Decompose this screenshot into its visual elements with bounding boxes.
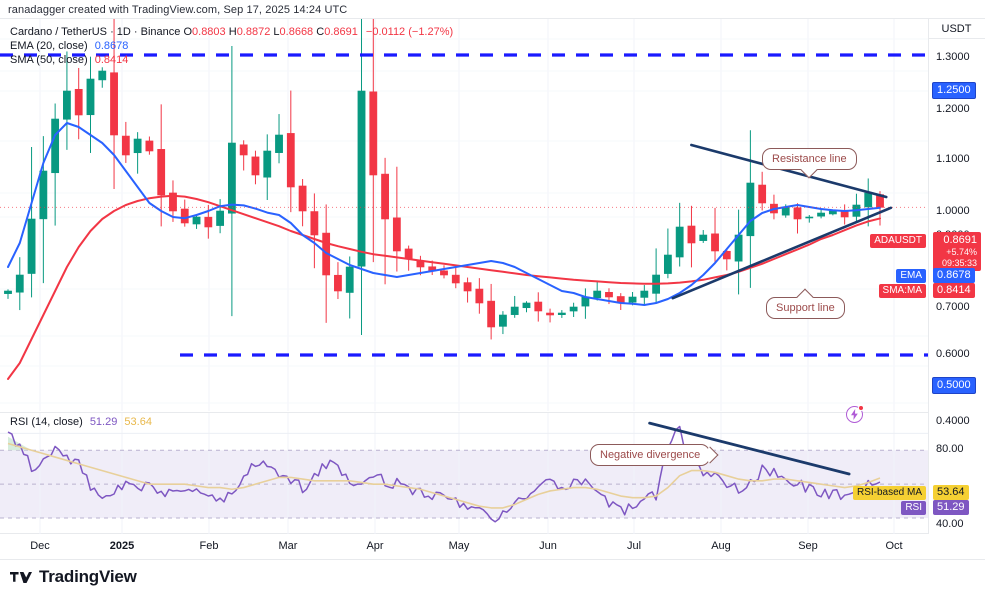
legend-ema-value: 0.8678 — [94, 40, 129, 52]
time-axis-label: Jul — [626, 540, 642, 552]
legend-symbol[interactable]: Cardano / TetherUS · 1D · Binance — [10, 26, 181, 38]
last-price-badge[interactable]: 0.8691 +5.74% 09:35:33 — [933, 232, 981, 271]
rsi-tag-label: RSI — [905, 502, 922, 513]
sma-tag-badge[interactable]: SMA:MA — [878, 284, 926, 298]
ema-tag-label: EMA — [900, 270, 922, 281]
time-axis-label: Mar — [278, 540, 298, 552]
negative-divergence-label: Negative divergence — [600, 449, 701, 461]
axis-tick: 0.4000 — [936, 415, 970, 427]
legend-open-label: O — [183, 26, 193, 38]
sma-tag-label: SMA:MA — [882, 285, 922, 296]
ema-price-badge[interactable]: 0.8678 — [933, 268, 975, 283]
axis-tick-highlight: 0.5000 — [932, 377, 976, 394]
last-price-value: 0.8691 — [943, 234, 977, 246]
time-axis-label: Dec — [30, 540, 50, 552]
symbol-tag-badge[interactable]: ADAUSDT — [870, 234, 926, 248]
rsi-ma-tag-badge[interactable]: RSI-based MA — [852, 486, 926, 500]
legend-low-label: L — [273, 26, 280, 38]
legend-rsi-label[interactable]: RSI (14, close) — [10, 416, 83, 428]
resistance-line-label: Resistance line — [772, 153, 847, 165]
time-axis-label: Apr — [366, 540, 384, 552]
symbol-tag-label: ADAUSDT — [874, 235, 922, 246]
axis-tick: 1.2000 — [936, 103, 970, 115]
legend-ema-row: EMA (20, close) 0.8678 — [10, 39, 453, 53]
legend-sma-label[interactable]: SMA (50, close) — [10, 54, 88, 66]
resistance-line-callout[interactable]: Resistance line — [762, 148, 857, 179]
support-line-callout[interactable]: Support line — [766, 288, 845, 319]
price-axis-column[interactable]: USDT 1.30001.25001.20001.10001.00000.900… — [928, 19, 985, 535]
axis-tick: 1.0000 — [936, 205, 970, 217]
bolt-glyph — [851, 409, 858, 420]
time-axis-label: Feb — [199, 540, 219, 552]
time-axis-label: May — [448, 540, 470, 552]
legend-sma-value: 0.8414 — [94, 54, 129, 66]
legend-rsi-ma-value: 53.64 — [124, 416, 152, 428]
tradingview-logo-icon — [10, 571, 32, 583]
time-axis-label: Sep — [798, 540, 818, 552]
axis-tick: 1.3000 — [936, 51, 970, 63]
axis-tick-highlight: 1.2500 — [932, 82, 976, 99]
rsi-ma-value: 53.64 — [937, 486, 965, 498]
time-axis-label: Oct — [885, 540, 903, 552]
tradingview-brand-label: TradingView — [39, 567, 137, 586]
rsi-pane[interactable] — [0, 412, 928, 535]
notification-dot — [858, 405, 864, 411]
price-legend: Cardano / TetherUS · 1D · Binance O0.880… — [10, 25, 453, 67]
ema-price-value: 0.8678 — [937, 269, 971, 281]
legend-ema-label[interactable]: EMA (20, close) — [10, 40, 88, 52]
legend-rsi-value: 51.29 — [89, 416, 118, 428]
legend-symbol-row: Cardano / TetherUS · 1D · Binance O0.880… — [10, 25, 453, 39]
legend-high-value: 0.8872 — [236, 26, 271, 38]
time-axis-label: Aug — [711, 540, 731, 552]
legend-low-value: 0.8668 — [279, 26, 314, 38]
legend-close-label: C — [316, 26, 325, 38]
support-line-label: Support line — [776, 302, 835, 314]
rsi-value: 51.29 — [937, 501, 965, 513]
rsi-ma-tag-label: RSI-based MA — [856, 487, 922, 498]
price-chart-svg — [0, 19, 928, 411]
legend-change: −0.0112 (−1.27%) — [365, 26, 454, 38]
rsi-chart-svg — [0, 413, 928, 535]
legend-open-value: 0.8803 — [192, 26, 226, 38]
sma-price-badge[interactable]: 0.8414 — [933, 283, 975, 298]
axis-tick: 1.1000 — [936, 153, 970, 165]
rsi-tag-badge[interactable]: RSI — [901, 501, 926, 515]
rsi-ma-badge[interactable]: 53.64 — [933, 485, 969, 500]
legend-high-label: H — [228, 26, 237, 38]
axis-unit-label: USDT — [928, 19, 985, 39]
chart-frame: Cardano / TetherUS · 1D · Binance O0.880… — [0, 18, 985, 535]
legend-sma-row: SMA (50, close) 0.8414 — [10, 53, 453, 67]
last-price-change: +5.74% — [946, 247, 977, 257]
rsi-badge[interactable]: 51.29 — [933, 500, 969, 515]
price-pane[interactable] — [0, 19, 928, 411]
axis-tick: 0.6000 — [936, 348, 970, 360]
time-axis-label: Jun — [539, 540, 557, 552]
axis-tick: 0.7000 — [936, 301, 970, 313]
time-axis[interactable]: Dec 2025 Feb Mar Apr May Jun Jul Aug Sep Oct — [0, 534, 985, 560]
rsi-axis-tick: 40.00 — [936, 518, 964, 530]
time-axis-label: 2025 — [109, 540, 135, 552]
negative-divergence-callout[interactable]: Negative divergence — [590, 444, 719, 466]
footer: TradingView — [10, 567, 137, 587]
sma-price-value: 0.8414 — [937, 284, 971, 296]
rsi-axis-tick: 80.00 — [936, 443, 964, 455]
legend-close-value: 0.8691 — [324, 26, 358, 38]
last-price-countdown: 09:35:33 — [941, 258, 977, 268]
attribution-text: ranadagger created with TradingView.com,… — [8, 4, 348, 16]
ema-tag-badge[interactable]: EMA — [896, 269, 926, 283]
lightning-bolt-icon[interactable] — [846, 405, 864, 423]
rsi-legend: RSI (14, close) 51.29 53.64 — [10, 415, 152, 429]
